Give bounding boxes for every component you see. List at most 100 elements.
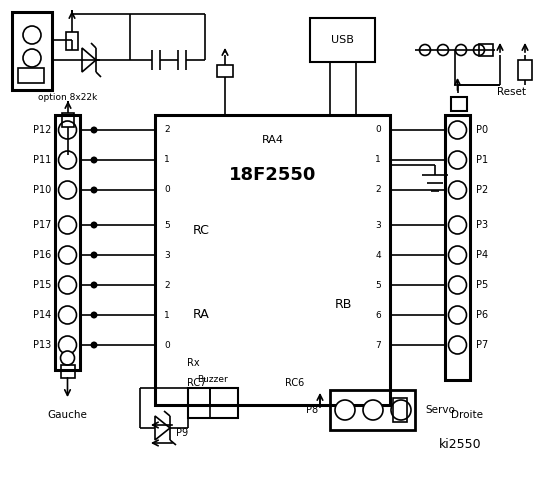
Circle shape <box>91 341 97 348</box>
Text: P2: P2 <box>476 185 488 195</box>
Text: ki2550: ki2550 <box>439 439 481 452</box>
Bar <box>188 388 238 418</box>
Text: P4: P4 <box>476 250 488 260</box>
Text: P8: P8 <box>306 405 318 415</box>
Circle shape <box>91 252 97 259</box>
Text: USB: USB <box>331 35 354 45</box>
Circle shape <box>335 400 355 420</box>
Bar <box>310 18 375 62</box>
Text: 18F2550: 18F2550 <box>229 166 316 184</box>
Circle shape <box>448 246 467 264</box>
Text: P13: P13 <box>33 340 51 350</box>
Circle shape <box>23 26 41 44</box>
Text: P9: P9 <box>176 428 188 438</box>
Bar <box>155 115 390 405</box>
Text: RC6: RC6 <box>285 378 304 388</box>
Text: RC: RC <box>193 224 210 237</box>
Circle shape <box>91 127 97 133</box>
Circle shape <box>456 45 467 56</box>
Text: Buzzer: Buzzer <box>197 375 228 384</box>
Text: P17: P17 <box>33 220 51 230</box>
Text: 1: 1 <box>164 156 170 165</box>
Text: P11: P11 <box>33 155 51 165</box>
Text: 7: 7 <box>375 340 381 349</box>
Text: P1: P1 <box>476 155 488 165</box>
Circle shape <box>473 45 484 56</box>
Bar <box>66 32 78 50</box>
Circle shape <box>59 121 76 139</box>
Circle shape <box>420 45 430 56</box>
Circle shape <box>91 221 97 228</box>
Circle shape <box>59 276 76 294</box>
Text: P12: P12 <box>33 125 51 135</box>
Circle shape <box>59 151 76 169</box>
Text: P7: P7 <box>476 340 488 350</box>
Text: P5: P5 <box>476 280 488 290</box>
Text: P3: P3 <box>476 220 488 230</box>
Text: RC7: RC7 <box>187 378 206 388</box>
Text: P6: P6 <box>476 310 488 320</box>
Text: Servo: Servo <box>425 405 455 415</box>
Bar <box>217 65 233 77</box>
Bar <box>61 365 75 378</box>
Circle shape <box>448 336 467 354</box>
Circle shape <box>59 181 76 199</box>
Text: 6: 6 <box>375 311 381 320</box>
Text: 1: 1 <box>375 156 381 165</box>
Text: 1: 1 <box>164 311 170 320</box>
Text: 0: 0 <box>164 185 170 194</box>
Text: Rx: Rx <box>187 358 200 368</box>
Circle shape <box>91 281 97 288</box>
Circle shape <box>59 216 76 234</box>
Bar <box>18 68 44 83</box>
Text: P0: P0 <box>476 125 488 135</box>
Circle shape <box>391 400 411 420</box>
Text: Gauche: Gauche <box>48 410 87 420</box>
Circle shape <box>91 312 97 319</box>
Circle shape <box>448 121 467 139</box>
Bar <box>479 44 493 56</box>
Text: P16: P16 <box>33 250 51 260</box>
Circle shape <box>437 45 448 56</box>
Text: P14: P14 <box>33 310 51 320</box>
Circle shape <box>91 156 97 164</box>
Text: Droite: Droite <box>451 410 483 420</box>
Bar <box>451 97 467 111</box>
Circle shape <box>448 306 467 324</box>
Text: RA: RA <box>193 309 210 322</box>
Text: option 8x22k: option 8x22k <box>38 94 98 103</box>
Bar <box>12 12 52 90</box>
Text: 0: 0 <box>375 125 381 134</box>
Text: 2: 2 <box>164 280 170 289</box>
Bar <box>330 390 415 430</box>
Text: 0: 0 <box>164 340 170 349</box>
Circle shape <box>60 351 75 365</box>
Circle shape <box>448 151 467 169</box>
Circle shape <box>59 306 76 324</box>
Text: 5: 5 <box>164 220 170 229</box>
Text: RB: RB <box>335 299 352 312</box>
Text: RA4: RA4 <box>262 135 284 145</box>
Circle shape <box>448 216 467 234</box>
Circle shape <box>59 246 76 264</box>
Bar <box>393 398 407 422</box>
Bar <box>518 60 532 80</box>
Text: 5: 5 <box>375 280 381 289</box>
Circle shape <box>448 276 467 294</box>
Text: 4: 4 <box>375 251 381 260</box>
Bar <box>445 115 470 380</box>
Circle shape <box>59 336 76 354</box>
Circle shape <box>363 400 383 420</box>
Circle shape <box>91 187 97 193</box>
Bar <box>62 113 74 127</box>
Bar <box>55 115 80 370</box>
Text: P10: P10 <box>33 185 51 195</box>
Circle shape <box>23 49 41 67</box>
Text: 2: 2 <box>375 185 381 194</box>
Text: 2: 2 <box>164 125 170 134</box>
Text: Reset: Reset <box>498 87 526 97</box>
Text: 3: 3 <box>164 251 170 260</box>
Text: P15: P15 <box>33 280 51 290</box>
Text: 3: 3 <box>375 220 381 229</box>
Circle shape <box>448 181 467 199</box>
